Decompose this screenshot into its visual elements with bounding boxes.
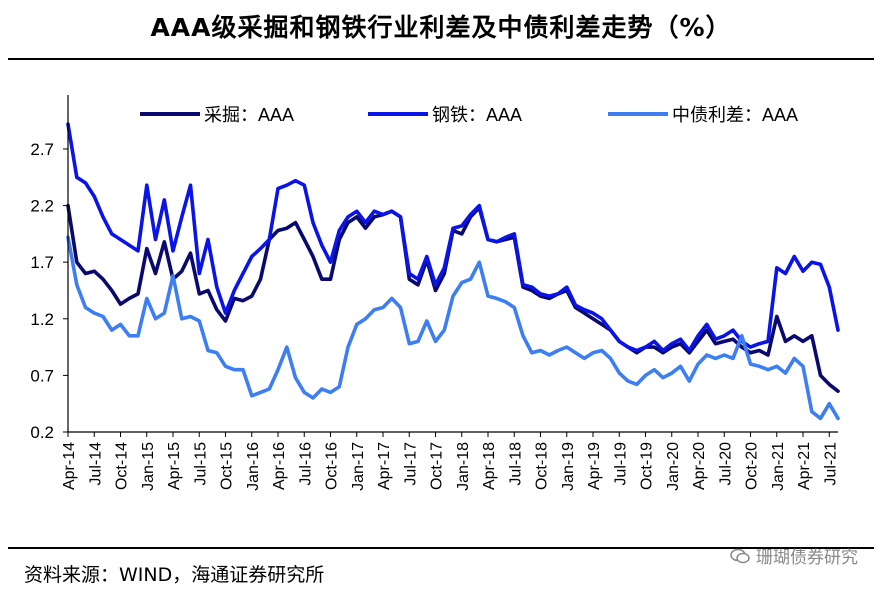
- y-tick-label: 0.2: [30, 423, 54, 442]
- x-tick-label: Jul-21: [822, 442, 839, 486]
- chart-title: AAA级采掘和钢铁行业利差及中债利差走势（%）: [150, 13, 732, 42]
- y-tick-label: 1.2: [30, 310, 54, 329]
- legend-label-2: 钢铁：AAA: [432, 105, 522, 125]
- x-tick-label: Jan-16: [245, 442, 262, 491]
- x-tick-label: Apr-15: [166, 442, 183, 490]
- x-tick-label: Oct-18: [534, 442, 551, 490]
- x-tick-label: Apr-14: [61, 442, 78, 490]
- x-tick-label: Jan-20: [665, 442, 682, 491]
- plot-area: [66, 122, 840, 421]
- y-tick-label: 2.2: [30, 197, 54, 216]
- watermark: 珊瑚债券研究: [730, 543, 858, 568]
- series-line-3: [66, 235, 840, 421]
- x-axis: Apr-14 Jul-14 Oct-14 Jan-15 Apr-15 Jul-15 Oct-…: [61, 431, 839, 491]
- x-tick-label: Apr-18: [481, 442, 498, 490]
- x-tick-label: Jul-17: [402, 442, 419, 486]
- x-tick-label: Apr-20: [691, 442, 708, 490]
- x-tick-label: Jan-15: [140, 442, 157, 491]
- x-tick-label: Oct-16: [324, 442, 341, 490]
- legend-label-3: 中债利差：AAA: [672, 105, 798, 125]
- x-tick-label: Jul-18: [507, 442, 524, 486]
- y-axis: 0.2 0.7 1.2 1.7 2.2 2.7: [30, 95, 69, 442]
- x-tick-label: Oct-19: [639, 442, 656, 490]
- x-tick-label: Jan-17: [350, 442, 367, 491]
- x-tick-label: Oct-15: [219, 442, 236, 490]
- x-tick-label: Jan-18: [455, 442, 472, 491]
- y-tick-label: 0.7: [30, 366, 54, 385]
- x-tick-label: Jul-20: [717, 442, 734, 486]
- x-tick-label: Jan-21: [770, 442, 787, 491]
- footer-rule: [8, 547, 874, 549]
- x-tick-label: Jul-14: [87, 442, 104, 486]
- x-tick-label: Jul-16: [297, 442, 314, 486]
- x-tick-label: Jul-15: [192, 442, 209, 486]
- x-tick-label: Apr-19: [586, 442, 603, 490]
- x-tick-label: Apr-21: [796, 442, 813, 490]
- x-tick-label: Apr-17: [376, 442, 393, 490]
- source-note: 资料来源：WIND，海通证券研究所: [24, 564, 325, 586]
- x-tick-label: Oct-14: [114, 442, 131, 490]
- watermark-text: 珊瑚债券研究: [756, 548, 858, 568]
- title-rule: [8, 58, 874, 60]
- y-tick-label: 2.7: [30, 140, 54, 159]
- chart-canvas: 采掘：AAA 钢铁：AAA 中债利差：AAA 0.20.71.21.72.22.7 …: [30, 95, 840, 491]
- legend-label-1: 采掘：AAA: [204, 105, 294, 125]
- series-line-2: [66, 122, 840, 353]
- x-tick-label: Jan-19: [560, 442, 577, 491]
- wechat-icon: [730, 548, 750, 563]
- x-tick-label: Oct-17: [429, 442, 446, 490]
- x-tick-label: Apr-16: [271, 442, 288, 490]
- x-tick-label: Oct-20: [744, 442, 761, 490]
- x-tick-label: Jul-19: [612, 442, 629, 486]
- y-tick-label: 1.7: [30, 253, 54, 272]
- legend: 采掘：AAA 钢铁：AAA 中债利差：AAA: [140, 105, 798, 125]
